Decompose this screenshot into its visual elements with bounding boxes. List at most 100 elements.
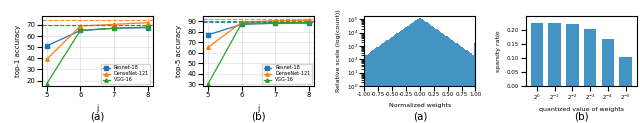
- Bar: [469, 52, 470, 123]
- X-axis label: j: j: [257, 104, 260, 113]
- Bar: [444, 35, 445, 123]
- Bar: [584, 29, 596, 86]
- Bar: [463, 48, 465, 123]
- Bar: [620, 57, 632, 86]
- Bar: [432, 26, 433, 123]
- Bar: [441, 33, 442, 123]
- Bar: [429, 24, 430, 123]
- VGG-16: [204, 83, 212, 85]
- Bar: [471, 53, 472, 123]
- Bar: [370, 53, 371, 123]
- Resnet-18: [204, 34, 212, 36]
- Y-axis label: sparsity ratio: sparsity ratio: [497, 30, 502, 72]
- Bar: [438, 30, 439, 123]
- Line: DenseNet-121: DenseNet-121: [206, 18, 311, 49]
- Bar: [406, 26, 408, 123]
- Bar: [428, 23, 429, 123]
- Bar: [417, 19, 418, 123]
- Bar: [436, 30, 438, 123]
- Bar: [378, 47, 379, 123]
- Line: Resnet-18: Resnet-18: [206, 21, 311, 37]
- Bar: [418, 19, 419, 123]
- Bar: [435, 29, 436, 123]
- Title: (b): (b): [574, 112, 589, 122]
- Legend: Resnet-18, DenseNet-121, VGG-16: Resnet-18, DenseNet-121, VGG-16: [262, 64, 312, 84]
- Bar: [382, 43, 383, 123]
- Bar: [403, 29, 404, 123]
- VGG-16: [110, 28, 118, 29]
- DenseNet-121: [43, 59, 51, 60]
- Bar: [393, 36, 394, 123]
- Bar: [396, 34, 397, 123]
- Bar: [367, 54, 369, 123]
- Y-axis label: Relative scale (log(count)): Relative scale (log(count)): [336, 10, 341, 92]
- Legend: Resnet-18, DenseNet-121, VGG-16: Resnet-18, DenseNet-121, VGG-16: [101, 64, 150, 84]
- Bar: [394, 35, 396, 123]
- X-axis label: j: j: [96, 104, 99, 113]
- Y-axis label: top-5 accuracy: top-5 accuracy: [176, 25, 182, 77]
- Bar: [410, 24, 411, 123]
- Bar: [373, 50, 374, 123]
- Bar: [390, 38, 391, 123]
- Bar: [421, 19, 422, 123]
- Bar: [472, 55, 473, 123]
- Bar: [405, 27, 406, 123]
- Line: VGG-16: VGG-16: [206, 21, 311, 86]
- Title: (a): (a): [413, 112, 427, 122]
- Bar: [383, 43, 384, 123]
- Bar: [391, 37, 392, 123]
- Bar: [375, 48, 376, 123]
- DenseNet-121: [110, 24, 118, 25]
- Bar: [454, 42, 456, 123]
- Bar: [387, 40, 388, 123]
- Bar: [420, 18, 421, 123]
- Bar: [402, 30, 403, 123]
- Bar: [372, 50, 373, 123]
- Bar: [447, 37, 449, 123]
- Bar: [419, 18, 420, 123]
- Bar: [445, 36, 447, 123]
- Bar: [459, 45, 460, 123]
- Bar: [453, 41, 454, 123]
- Bar: [465, 50, 467, 123]
- Bar: [385, 41, 387, 123]
- DenseNet-121: [238, 22, 246, 23]
- VGG-16: [144, 26, 152, 28]
- Bar: [397, 33, 399, 123]
- Line: VGG-16: VGG-16: [45, 25, 150, 86]
- Bar: [442, 33, 444, 123]
- DenseNet-121: [271, 20, 279, 21]
- Bar: [449, 38, 450, 123]
- Bar: [401, 30, 402, 123]
- Line: Resnet-18: Resnet-18: [45, 26, 150, 48]
- Bar: [408, 26, 409, 123]
- Bar: [531, 23, 543, 86]
- DenseNet-121: [77, 25, 84, 27]
- Bar: [450, 39, 451, 123]
- Bar: [409, 25, 410, 123]
- Bar: [411, 23, 412, 123]
- VGG-16: [77, 30, 84, 31]
- VGG-16: [43, 83, 51, 85]
- Bar: [380, 45, 381, 123]
- Bar: [374, 49, 375, 123]
- DenseNet-121: [305, 19, 313, 21]
- Bar: [400, 31, 401, 123]
- Bar: [451, 40, 452, 123]
- VGG-16: [271, 22, 279, 23]
- Bar: [548, 23, 561, 86]
- Bar: [414, 21, 415, 123]
- Resnet-18: [77, 30, 84, 31]
- X-axis label: quantized value of weights: quantized value of weights: [539, 107, 623, 112]
- DenseNet-121: [144, 22, 152, 23]
- VGG-16: [238, 23, 246, 24]
- Line: DenseNet-121: DenseNet-121: [45, 21, 150, 61]
- Resnet-18: [238, 24, 246, 25]
- Bar: [566, 24, 579, 86]
- Bar: [369, 53, 370, 123]
- Bar: [468, 51, 469, 123]
- Resnet-18: [43, 45, 51, 47]
- Bar: [399, 32, 400, 123]
- Resnet-18: [144, 27, 152, 28]
- Bar: [467, 50, 468, 123]
